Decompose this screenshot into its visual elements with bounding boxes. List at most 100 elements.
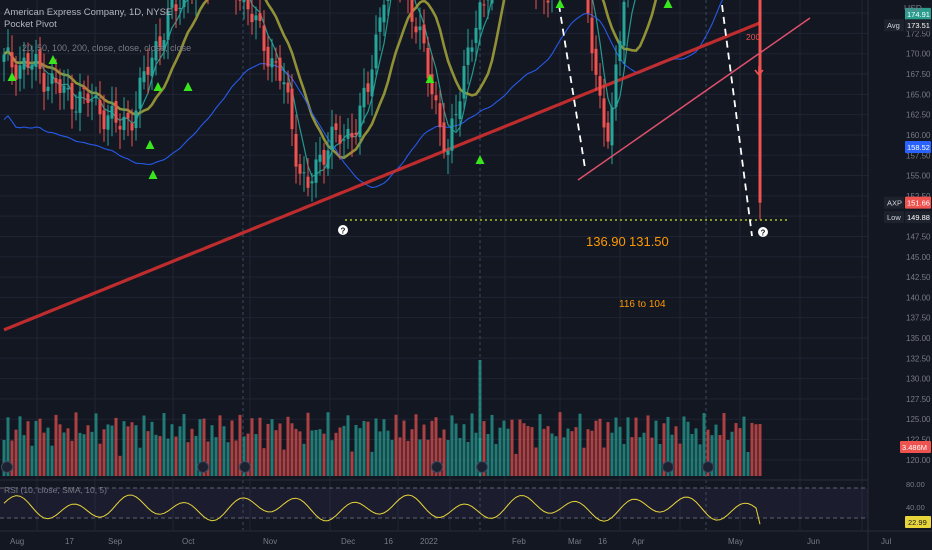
volume-bar — [738, 428, 742, 476]
currency-label: USD — [904, 3, 922, 13]
volume-bar — [334, 432, 338, 476]
volume-bar — [70, 440, 74, 476]
candle-body — [258, 13, 262, 21]
volume-bar — [502, 420, 506, 476]
volume-bar — [482, 421, 486, 476]
time-tick-label: 16 — [598, 537, 607, 546]
candle-body — [466, 47, 470, 65]
ma200-tag: 200 — [746, 32, 760, 42]
volume-bar — [446, 440, 450, 476]
time-tick-label: 17 — [65, 537, 74, 546]
candle-body — [134, 110, 138, 129]
candle-body — [270, 58, 274, 68]
volume-bar — [678, 443, 682, 476]
volume-bar — [550, 433, 554, 476]
volume-bar — [82, 434, 86, 476]
volume-bar — [314, 429, 318, 476]
candle-body — [546, 0, 550, 3]
volume-bar — [138, 447, 142, 476]
ma50-line — [3, 0, 658, 160]
event-marker — [431, 461, 443, 473]
rising-trend-line — [577, 17, 811, 181]
volume-bar — [630, 437, 634, 476]
candle-body — [294, 133, 298, 167]
volume-badge-value: 3.486M — [902, 443, 927, 452]
volume-bar — [78, 432, 82, 476]
price-badge — [905, 7, 931, 20]
candle-body — [610, 107, 614, 146]
volume-bar — [102, 429, 106, 476]
candle-body — [286, 82, 290, 93]
volume-bar — [98, 443, 102, 476]
volume-bar — [318, 429, 322, 476]
volume-bar — [258, 417, 262, 476]
volume-bar — [758, 424, 762, 476]
volume-bar — [310, 430, 314, 476]
volume-bar — [162, 413, 166, 476]
volume-bar — [466, 441, 470, 476]
volume-bar — [750, 422, 754, 476]
volume-bar — [726, 440, 730, 476]
volume-bar — [222, 426, 226, 476]
candle-body — [178, 7, 182, 9]
volume-histogram — [1, 360, 887, 476]
badge-tag — [884, 19, 904, 32]
volume-bar — [142, 415, 146, 476]
candle-body — [342, 139, 346, 141]
volume-bar — [158, 436, 162, 476]
candle-body — [246, 0, 250, 10]
volume-bar — [702, 412, 706, 476]
volume-bar — [166, 438, 170, 476]
time-tick-label: Apr — [632, 537, 645, 546]
volume-bar — [186, 442, 190, 476]
volume-bar — [670, 434, 674, 476]
rsi-band — [0, 488, 868, 518]
price-tick-label: 132.50 — [906, 354, 931, 363]
volume-bar — [286, 416, 290, 476]
volume-bar — [382, 419, 386, 476]
event-marker — [197, 461, 209, 473]
candle-body — [378, 17, 382, 32]
candle-body — [462, 66, 466, 99]
price-tick-label: 147.50 — [906, 232, 931, 241]
volume-bar — [486, 434, 490, 476]
price-badge-value: 151.66 — [907, 199, 930, 208]
volume-bar — [414, 414, 418, 476]
volume-bar — [154, 434, 158, 476]
annotation-level-high: 136.90 — [586, 234, 626, 249]
event-marker — [476, 461, 488, 473]
volume-bar — [282, 449, 286, 476]
candle-body — [150, 57, 154, 77]
volume-bar — [262, 448, 266, 476]
volume-bar — [386, 430, 390, 476]
candle-body — [106, 115, 110, 130]
candle-body — [458, 101, 462, 119]
candle-body — [90, 100, 94, 102]
dashed-drop-line — [558, 4, 586, 169]
candle-body — [78, 91, 82, 113]
candle-body — [118, 125, 122, 130]
price-tick-label: 160.00 — [906, 131, 931, 140]
candle-body — [302, 172, 306, 174]
volume-bar — [250, 418, 254, 476]
candle-body — [34, 53, 38, 67]
volume-badge — [900, 441, 931, 453]
candle-body — [350, 132, 354, 138]
candle-body — [602, 98, 606, 128]
candle-body — [18, 65, 22, 79]
candle-body — [310, 181, 314, 184]
pocket-pivot-marker — [475, 155, 485, 164]
candle-body — [114, 101, 118, 123]
candle-body — [38, 49, 42, 69]
candle-body — [138, 77, 142, 109]
volume-bar — [134, 425, 138, 476]
time-tick-label: Sep — [108, 537, 123, 546]
candle-body — [306, 176, 310, 188]
candle-body — [482, 4, 486, 6]
candle-body — [318, 154, 322, 162]
price-candles — [2, 0, 762, 220]
candle-body — [418, 26, 422, 31]
volume-bar — [118, 455, 122, 476]
